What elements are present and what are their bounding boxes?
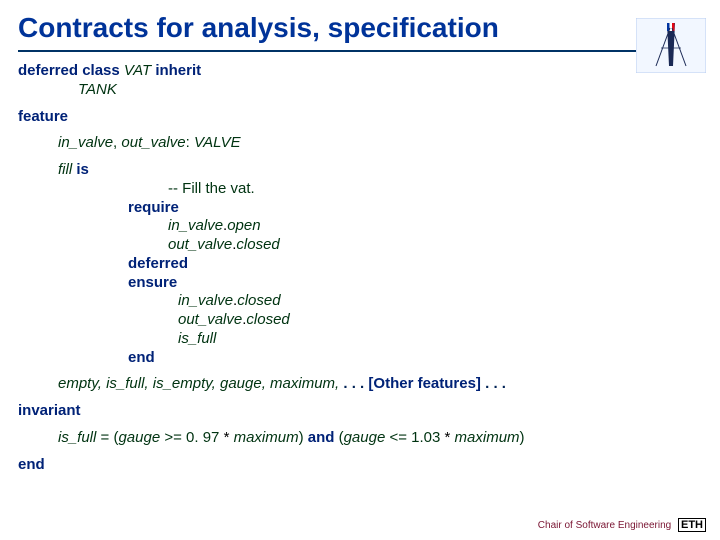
- e1: gauge: [118, 429, 160, 446]
- e2: maximum: [229, 429, 298, 446]
- lhs: is_full: [58, 429, 96, 446]
- line-2: TANK: [78, 81, 702, 100]
- line-19: end: [18, 456, 702, 475]
- kw-inherit: inherit: [155, 62, 201, 79]
- kw-feature: feature: [18, 108, 68, 125]
- line-11: ensure: [128, 274, 702, 293]
- e-outvalve: out_valve: [168, 236, 232, 253]
- other-features: [Other features]: [368, 375, 481, 392]
- slide-title: Contracts for analysis, specification: [0, 0, 720, 50]
- footer: Chair of Software Engineering ETH: [538, 518, 706, 532]
- dots2: . . .: [481, 375, 506, 392]
- eq: = (: [96, 429, 118, 446]
- kw-invariant: invariant: [18, 402, 81, 419]
- comment: -- Fill the vat.: [168, 180, 255, 197]
- type-valve: VALVE: [194, 134, 241, 151]
- footer-text: Chair of Software Engineering: [538, 520, 671, 531]
- rp2: ): [520, 429, 525, 446]
- line-9: out_valve.closed: [168, 236, 702, 255]
- m-closed: closed: [236, 236, 279, 253]
- line-17: invariant: [18, 402, 702, 421]
- line-3: feature: [18, 108, 702, 127]
- e-invalve2: in_valve: [178, 292, 233, 309]
- id-fill: fill: [58, 161, 72, 178]
- kw-end2: end: [18, 456, 45, 473]
- id-tank: TANK: [78, 81, 117, 98]
- eth-logo: ETH: [678, 518, 706, 532]
- logo: [636, 18, 706, 73]
- line-15: end: [128, 349, 702, 368]
- id-isfull: is_full: [178, 330, 216, 347]
- op2: <= 1.03: [385, 429, 444, 446]
- line-13: out_valve.closed: [178, 311, 702, 330]
- code-block: deferred class VAT inherit TANK feature …: [0, 62, 720, 474]
- line-10: deferred: [128, 255, 702, 274]
- line-6: -- Fill the vat.: [168, 180, 702, 199]
- line-12: in_valve.closed: [178, 292, 702, 311]
- kw-ensure: ensure: [128, 274, 177, 291]
- line-18: is_full = (gauge >= 0. 97 * maximum) and…: [58, 429, 702, 448]
- e4: maximum: [450, 429, 519, 446]
- and: and: [304, 429, 339, 446]
- dots1: . . .: [343, 375, 368, 392]
- line-4: in_valve, out_valve: VALVE: [58, 134, 702, 153]
- title-divider: [18, 50, 702, 52]
- line-14: is_full: [178, 330, 702, 349]
- kw-require: require: [128, 199, 179, 216]
- m-closed3: closed: [246, 311, 289, 328]
- line-1: deferred class VAT inherit: [18, 62, 702, 81]
- op1: >= 0. 97: [160, 429, 223, 446]
- kw-deferred-class: deferred class: [18, 62, 120, 79]
- kw-end: end: [128, 349, 155, 366]
- line-5: fill is: [58, 161, 702, 180]
- m-open: open: [227, 217, 260, 234]
- line-7: require: [128, 199, 702, 218]
- line-16: empty, is_full, is_empty, gauge, maximum…: [58, 375, 702, 394]
- e-outvalve2: out_valve: [178, 311, 242, 328]
- other-ids: empty, is_full, is_empty, gauge, maximum…: [58, 375, 343, 392]
- line-8: in_valve.open: [168, 217, 702, 236]
- kw-is: is: [76, 161, 89, 178]
- id-outvalve: out_valve: [121, 134, 185, 151]
- e-invalve: in_valve: [168, 217, 223, 234]
- id-invalve: in_valve: [58, 134, 113, 151]
- e3: gauge: [344, 429, 386, 446]
- m-closed2: closed: [237, 292, 280, 309]
- kw-deferred: deferred: [128, 255, 188, 272]
- id-vat: VAT: [124, 62, 151, 79]
- colon: :: [186, 134, 194, 151]
